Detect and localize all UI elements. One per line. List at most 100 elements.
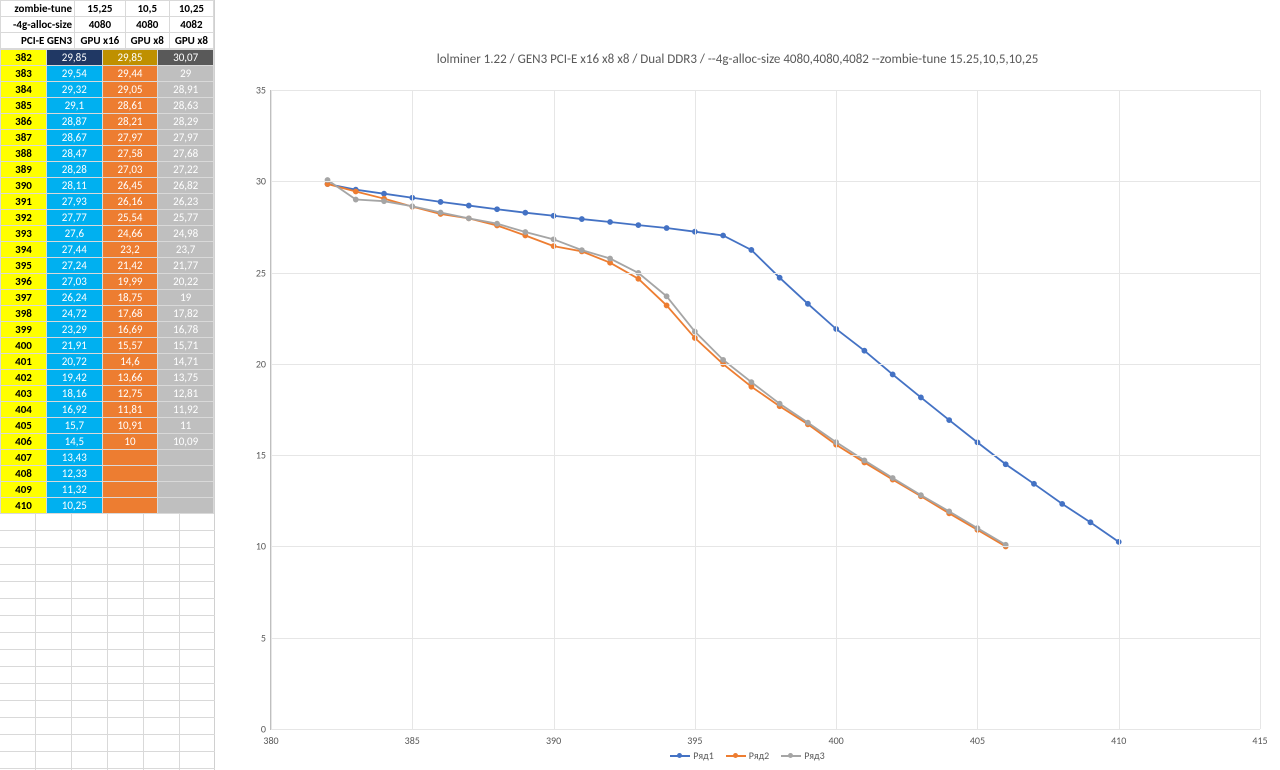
series-marker — [664, 226, 669, 231]
series-marker — [438, 210, 443, 215]
table-row: 38728,6727,9727,97 — [1, 130, 214, 146]
value-cell: 15,7 — [46, 418, 102, 434]
legend-label: Ряд3 — [804, 749, 824, 762]
value-cell: 17,68 — [102, 306, 158, 322]
value-cell: 27,03 — [102, 162, 158, 178]
value-cell: 28,63 — [158, 98, 214, 114]
series-marker — [1032, 481, 1037, 486]
header-table: zombie-tune15,2510,510,25-4g-alloc-size4… — [0, 0, 214, 49]
series-marker — [919, 493, 924, 498]
value-cell: 29,44 — [102, 66, 158, 82]
value-cell: 14,5 — [46, 434, 102, 450]
header-label-cell: -4g-alloc-size — [1, 17, 75, 33]
value-cell: 12,75 — [102, 386, 158, 402]
value-cell: 18,75 — [102, 290, 158, 306]
value-cell: 15,57 — [102, 338, 158, 354]
gridline-h — [271, 273, 1260, 274]
ytick-label: 35 — [241, 84, 266, 97]
value-cell: 10,09 — [158, 434, 214, 450]
value-cell: 27,24 — [46, 258, 102, 274]
series-marker — [579, 248, 584, 253]
series-marker — [608, 220, 613, 225]
table-row: 40911,32 — [1, 482, 214, 498]
table-row: 40120,7214,614,71 — [1, 354, 214, 370]
table-row: 41010,25 — [1, 498, 214, 514]
index-cell: 390 — [1, 178, 47, 194]
header-label-cell: zombie-tune — [1, 1, 75, 17]
series-marker — [664, 303, 669, 308]
table-row: 39726,2418,7519 — [1, 290, 214, 306]
series-marker — [523, 230, 528, 235]
table-row: 40614,51010,09 — [1, 434, 214, 450]
value-cell: 20,22 — [158, 274, 214, 290]
index-cell: 398 — [1, 306, 47, 322]
series-marker — [805, 301, 810, 306]
value-cell: 27,97 — [158, 130, 214, 146]
ytick-label: 5 — [241, 631, 266, 644]
table-row: 40515,710,9111 — [1, 418, 214, 434]
value-cell: 29,85 — [102, 50, 158, 66]
value-cell: 23,7 — [158, 242, 214, 258]
series-line — [328, 184, 1006, 546]
series-marker — [466, 203, 471, 208]
xtick-label: 390 — [546, 734, 561, 747]
gridline-v — [977, 90, 978, 729]
series-marker — [749, 248, 754, 253]
series-marker — [495, 221, 500, 226]
value-cell: 26,45 — [102, 178, 158, 194]
gridline-v — [836, 90, 837, 729]
header-row: -4g-alloc-size408040804082 — [1, 17, 214, 33]
value-cell: 26,23 — [158, 194, 214, 210]
value-cell: 27,03 — [46, 274, 102, 290]
header-value-cell: 15,25 — [75, 1, 126, 17]
index-cell: 399 — [1, 322, 47, 338]
header-value-cell: 4080 — [75, 17, 126, 33]
value-cell: 15,71 — [158, 338, 214, 354]
series-marker — [947, 418, 952, 423]
xtick-label: 410 — [1111, 734, 1126, 747]
value-cell: 21,91 — [46, 338, 102, 354]
legend-dot-icon — [788, 753, 793, 758]
value-cell: 23,2 — [102, 242, 158, 258]
value-cell: 10 — [102, 434, 158, 450]
ytick-label: 10 — [241, 540, 266, 553]
index-cell: 386 — [1, 114, 47, 130]
data-table: 38229,8529,8530,0738329,5429,442938429,3… — [0, 49, 214, 514]
value-cell: 29,85 — [46, 50, 102, 66]
legend-swatch-icon — [781, 755, 801, 757]
series-marker — [1088, 520, 1093, 525]
value-cell: 11,32 — [46, 482, 102, 498]
index-cell: 407 — [1, 450, 47, 466]
index-cell: 395 — [1, 258, 47, 274]
value-cell: 29,54 — [46, 66, 102, 82]
ytick-label: 25 — [241, 266, 266, 279]
index-cell: 400 — [1, 338, 47, 354]
value-cell: 28,11 — [46, 178, 102, 194]
chart-panel: lolminer 1.22 / GEN3 PCI-E x16 x8 x8 / D… — [215, 0, 1280, 770]
value-cell: 27,97 — [102, 130, 158, 146]
value-cell: 13,66 — [102, 370, 158, 386]
value-cell: 28,21 — [102, 114, 158, 130]
value-cell: 26,82 — [158, 178, 214, 194]
header-label-cell: PCI-E GEN3 — [1, 33, 75, 49]
table-row: 39627,0319,9920,22 — [1, 274, 214, 290]
index-cell: 403 — [1, 386, 47, 402]
header-value-cell: GPU x8 — [169, 33, 213, 49]
table-row: 38329,5429,4429 — [1, 66, 214, 82]
value-cell: 13,75 — [158, 370, 214, 386]
chart-plot-area: 05101520253035380385390395400405410415 — [270, 90, 1260, 730]
gridline-h — [271, 364, 1260, 365]
table-row: 40416,9211,8111,92 — [1, 402, 214, 418]
value-cell: 12,33 — [46, 466, 102, 482]
value-cell: 27,44 — [46, 242, 102, 258]
value-cell: 20,72 — [46, 354, 102, 370]
header-row: PCI-E GEN3GPU x16GPU x8GPU x8 — [1, 33, 214, 49]
value-cell: 17,82 — [158, 306, 214, 322]
value-cell: 30,07 — [158, 50, 214, 66]
value-cell: 24,98 — [158, 226, 214, 242]
xtick-label: 395 — [687, 734, 702, 747]
legend-label: Ряд1 — [693, 749, 713, 762]
table-row: 40021,9115,5715,71 — [1, 338, 214, 354]
xtick-label: 380 — [263, 734, 278, 747]
legend-dot-icon — [733, 753, 738, 758]
